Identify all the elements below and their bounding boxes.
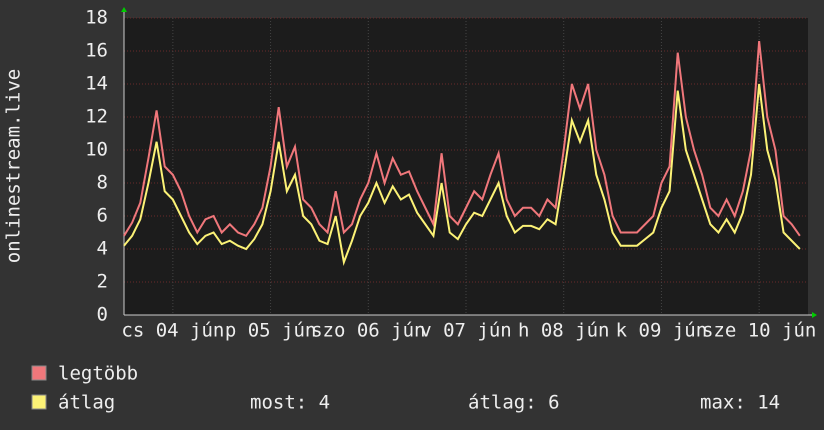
y-tick-label: 14 (85, 73, 108, 95)
y-tick-label: 16 (85, 40, 108, 62)
y-tick-label: 0 (97, 304, 108, 326)
y-tick-label: 12 (85, 106, 108, 128)
x-tick-label: szo 06 jún (311, 320, 425, 342)
legend-stat: most: 4 (250, 392, 330, 414)
axis-arrow (812, 312, 817, 318)
series-line (123, 40, 801, 238)
plot-area (124, 18, 808, 315)
legend-label: átlag (58, 392, 115, 414)
y-tick-label: 18 (85, 7, 108, 29)
series-line (123, 83, 801, 266)
x-tick-label: cs 04 jún (121, 320, 224, 342)
x-tick-label: k 09 jún (616, 320, 708, 342)
legend-swatch (31, 394, 47, 410)
x-tick-label: p 05 jún (225, 320, 317, 342)
y-tick-label: 8 (97, 172, 108, 194)
x-tick-label: v 07 jún (420, 320, 512, 342)
legend-label: legtöbb (58, 363, 138, 385)
x-tick-label: h 08 jún (518, 320, 610, 342)
y-tick-label: 4 (97, 238, 108, 260)
y-tick-label: 2 (97, 271, 108, 293)
y-tick-label: 10 (85, 139, 108, 161)
x-tick-label: sze 10 jún (702, 320, 816, 342)
legend-stat: max: 14 (700, 392, 780, 414)
axis-arrow (121, 7, 127, 12)
legend-swatch (31, 365, 47, 381)
y-axis-label: onlinestream.live (3, 69, 25, 263)
legend-stat: átlag: 6 (468, 392, 560, 414)
y-tick-label: 6 (97, 205, 108, 227)
